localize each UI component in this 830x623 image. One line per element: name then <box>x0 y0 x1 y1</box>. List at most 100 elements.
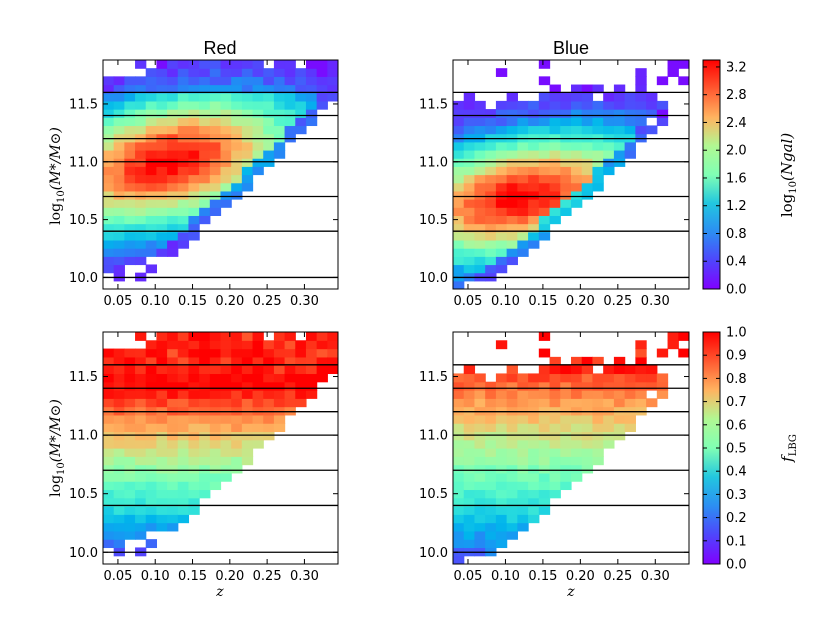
heatmap-cell <box>453 472 465 482</box>
heatmap-cell <box>284 381 296 391</box>
heatmap-cell <box>209 423 222 433</box>
heatmap-cell <box>495 497 508 507</box>
heatmap-cell <box>124 215 136 225</box>
heatmap-cell <box>538 423 551 433</box>
heatmap-cell <box>241 448 254 457</box>
heatmap-cell <box>231 100 243 110</box>
heatmap-cell <box>188 174 200 184</box>
heatmap-cell <box>517 158 529 167</box>
heatmap-cell <box>485 239 497 249</box>
heatmap-cell <box>592 109 604 118</box>
heatmap-cell <box>167 158 179 167</box>
heatmap-cell <box>485 423 497 433</box>
heatmap-cell <box>113 100 125 110</box>
heatmap-cell <box>517 199 529 208</box>
heatmap-cell <box>188 489 200 499</box>
heatmap-cell <box>103 248 115 257</box>
heatmap-cell <box>124 456 136 466</box>
heatmap-cell <box>549 431 561 441</box>
y-tick-label: 11.5 <box>69 370 98 385</box>
colorbar-ngal <box>702 59 721 290</box>
heatmap-cell <box>177 92 190 102</box>
heatmap-cell <box>517 141 529 151</box>
heatmap-cell <box>124 373 136 383</box>
heatmap-cell <box>135 215 147 225</box>
panel-title-red: Red <box>203 38 236 58</box>
heatmap-cell <box>103 117 115 127</box>
heatmap-cell <box>316 92 328 102</box>
heatmap-cell <box>263 365 275 375</box>
heatmap-cell <box>538 431 551 441</box>
heatmap-cell <box>453 199 465 208</box>
heatmap-cell <box>209 166 222 176</box>
x-tick-label: 0.25 <box>253 294 282 309</box>
heatmap-cell <box>113 489 125 499</box>
heatmap-cell <box>581 431 594 441</box>
heatmap-cell <box>209 406 222 416</box>
heatmap-cell <box>177 472 190 482</box>
heatmap-cell <box>199 431 211 441</box>
heatmap-cell <box>506 190 518 200</box>
heatmap-cell <box>113 356 125 366</box>
heatmap-cell <box>453 182 465 192</box>
svg-text:log10(M*/M⊙): log10(M*/M⊙) <box>48 127 67 225</box>
heatmap-cell <box>549 174 561 184</box>
heatmap-cell <box>678 76 689 86</box>
heatmap-cell <box>506 431 518 441</box>
heatmap-cell <box>263 109 275 118</box>
heatmap-cell <box>209 109 222 118</box>
heatmap-cell <box>135 125 147 135</box>
heatmap-cell <box>284 390 296 399</box>
heatmap-cell <box>453 448 465 457</box>
heatmap-cell <box>295 340 307 350</box>
heatmap-cell <box>145 248 158 257</box>
heatmap-cell <box>474 522 486 532</box>
heatmap-cell <box>549 182 561 192</box>
heatmap-cell <box>506 141 518 151</box>
heatmap-cell <box>528 497 540 507</box>
heatmap-cell <box>177 190 190 200</box>
heatmap-cell <box>103 481 115 491</box>
heatmap-cell <box>135 207 147 216</box>
heatmap-cell <box>145 348 158 358</box>
heatmap-cell <box>506 390 518 399</box>
heatmap-cell <box>474 231 486 241</box>
heatmap-cell <box>528 100 540 110</box>
heatmap-cell <box>145 506 158 515</box>
y-tick-label: 11.0 <box>69 429 98 444</box>
heatmap-cell <box>177 332 190 341</box>
heatmap-cell <box>156 125 168 135</box>
heatmap-cell <box>199 340 211 350</box>
heatmap-cell <box>485 539 497 549</box>
heatmap-cell <box>453 414 465 424</box>
heatmap-cell <box>528 109 540 118</box>
heatmap-cell <box>167 381 179 391</box>
heatmap-cell <box>177 365 190 375</box>
heatmap-cell <box>167 497 179 507</box>
heatmap-cell <box>252 381 264 391</box>
heatmap-cell <box>188 356 200 366</box>
heatmap-cell <box>241 182 254 192</box>
heatmap-cell <box>528 472 540 482</box>
heatmap-cell <box>453 522 465 532</box>
heatmap-cell <box>635 76 647 86</box>
heatmap-cell <box>103 182 115 192</box>
heatmap-cell <box>156 199 168 208</box>
heatmap-cell <box>528 182 540 192</box>
heatmap-cell <box>177 109 190 118</box>
heatmap-cell <box>188 348 200 358</box>
heatmap-cell <box>581 423 594 433</box>
heatmap-cell <box>635 125 647 135</box>
heatmap-cell <box>188 231 200 241</box>
heatmap-cell <box>549 373 561 383</box>
heatmap-cell <box>167 207 179 216</box>
heatmap-cell <box>252 125 264 135</box>
colorbar-tick-label: 0.6 <box>726 418 747 433</box>
heatmap-cell <box>231 332 243 341</box>
axes-frame <box>102 331 339 565</box>
heatmap-cell <box>463 149 476 159</box>
heatmap-cell <box>167 174 179 184</box>
heatmap-cell <box>485 456 497 466</box>
heatmap-cell <box>177 489 190 499</box>
x-tick-label: 0.15 <box>178 569 207 584</box>
